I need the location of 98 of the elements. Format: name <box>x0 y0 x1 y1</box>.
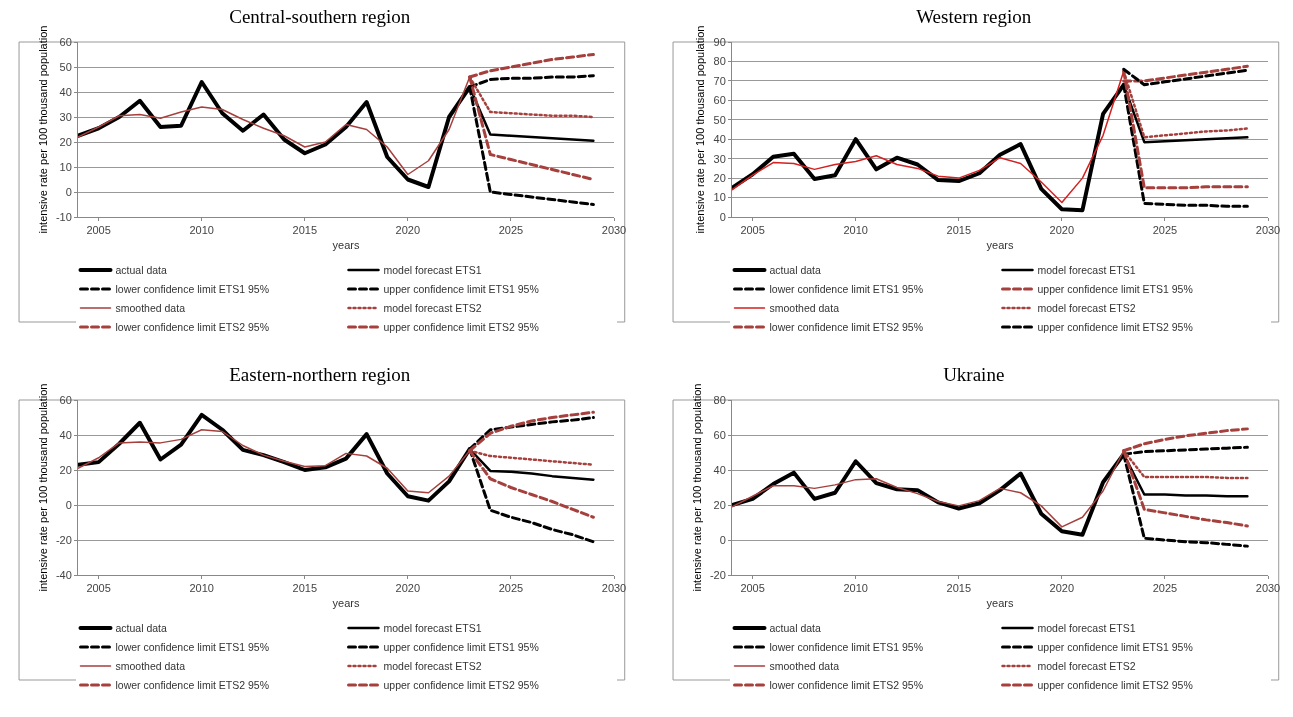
chart-title: Eastern-northern region <box>229 363 411 385</box>
legend-label: model forecast ETS2 <box>383 660 482 673</box>
legend-label: smoothed data <box>769 302 839 315</box>
x-tick-label: 2015 <box>292 582 318 595</box>
legend-label: model forecast ETS1 <box>383 622 482 635</box>
y-tick-label: 20 <box>59 463 72 476</box>
x-tick-label: 2010 <box>842 224 868 237</box>
y-tick-label: 70 <box>713 74 726 87</box>
legend-label: model forecast ETS2 <box>1037 302 1136 315</box>
legend-label: lower confidence limit ETS2 95% <box>115 321 269 334</box>
y-tick-label: 20 <box>59 135 72 148</box>
y-tick-label: 10 <box>59 160 72 173</box>
y-tick-label: 60 <box>713 428 726 441</box>
x-tick-label: 2005 <box>739 224 765 237</box>
x-axis-title: years <box>332 597 360 610</box>
y-tick-label: 20 <box>713 498 726 511</box>
y-tick-label: 0 <box>719 210 726 223</box>
x-tick-label: 2015 <box>946 582 971 595</box>
legend-label: upper confidence limit ETS1 95% <box>383 641 539 654</box>
x-tick-label: 2025 <box>498 224 524 237</box>
legend-label: actual data <box>115 622 168 635</box>
y-tick-label: 80 <box>713 55 726 68</box>
y-tick-label: -10 <box>55 210 72 223</box>
legend-label: actual data <box>115 264 168 277</box>
legend-label: actual data <box>769 264 821 277</box>
legend-label: lower confidence limit ETS2 95% <box>769 321 923 334</box>
x-tick-label: 2025 <box>1152 582 1177 595</box>
y-tick-label: 60 <box>59 393 72 406</box>
y-tick-label: 0 <box>719 533 726 546</box>
y-tick-label: 0 <box>65 185 72 198</box>
y-tick-label: 60 <box>713 94 726 107</box>
x-tick-label: 2015 <box>292 224 318 237</box>
legend-label: lower confidence limit ETS1 95% <box>115 283 269 296</box>
y-axis-title: intensive rate per 100 thousand population <box>36 25 49 234</box>
y-axis-title: intensive rate per 100 thousand population <box>36 383 49 592</box>
y-tick-label: -20 <box>709 568 726 581</box>
x-axis-title: years <box>986 597 1014 610</box>
x-tick-label: 2010 <box>189 582 214 595</box>
x-tick-label: 2020 <box>1049 224 1074 237</box>
y-tick-label: 80 <box>713 393 726 406</box>
x-tick-label: 2005 <box>739 582 765 595</box>
legend-label: upper confidence limit ETS1 95% <box>383 283 539 296</box>
y-tick-label: 50 <box>713 113 726 126</box>
y-tick-label: 0 <box>65 498 72 511</box>
y-tick-label: -20 <box>55 533 72 546</box>
y-tick-label: -40 <box>55 568 72 581</box>
legend-label: model forecast ETS1 <box>383 264 482 277</box>
y-tick-label: 40 <box>713 463 726 476</box>
legend-label: upper confidence limit ETS1 95% <box>1037 283 1193 296</box>
y-tick-label: 40 <box>59 85 72 98</box>
legend-label: upper confidence limit ETS2 95% <box>383 679 539 692</box>
legend-label: upper confidence limit ETS2 95% <box>1037 321 1193 334</box>
x-tick-label: 2025 <box>498 582 524 595</box>
x-tick-label: 2010 <box>189 224 214 237</box>
legend-label: actual data <box>769 622 821 635</box>
x-tick-label: 2020 <box>395 582 421 595</box>
legend-label: lower confidence limit ETS2 95% <box>769 679 923 692</box>
x-tick-label: 2030 <box>1255 224 1280 237</box>
legend-label: smoothed data <box>769 660 839 673</box>
legend-label: model forecast ETS2 <box>1037 660 1136 673</box>
legend-label: model forecast ETS1 <box>1037 622 1136 635</box>
legend-label: model forecast ETS2 <box>383 302 482 315</box>
y-tick-label: 20 <box>713 171 726 184</box>
legend-label: lower confidence limit ETS2 95% <box>115 679 269 692</box>
y-tick-label: 10 <box>713 191 726 204</box>
legend-label: lower confidence limit ETS1 95% <box>769 283 923 296</box>
x-axis-title: years <box>986 239 1014 252</box>
y-tick-label: 50 <box>59 60 72 73</box>
x-tick-label: 2030 <box>1255 582 1280 595</box>
legend-label: upper confidence limit ETS2 95% <box>1037 679 1193 692</box>
legend-label: lower confidence limit ETS1 95% <box>769 641 923 654</box>
x-tick-label: 2030 <box>601 224 627 237</box>
x-tick-label: 2030 <box>601 582 627 595</box>
x-tick-label: 2005 <box>86 582 111 595</box>
x-tick-label: 2010 <box>842 582 868 595</box>
legend-label: upper confidence limit ETS2 95% <box>383 321 539 334</box>
y-tick-label: 30 <box>713 152 726 165</box>
chart-title: Central-southern region <box>229 5 411 27</box>
x-tick-label: 2005 <box>86 224 111 237</box>
y-tick-label: 30 <box>59 110 72 123</box>
y-tick-label: 40 <box>713 133 726 146</box>
x-axis-title: years <box>332 239 360 252</box>
x-tick-label: 2020 <box>1049 582 1074 595</box>
chart-title: Western region <box>915 5 1032 27</box>
y-tick-label: 90 <box>713 35 726 48</box>
legend-label: smoothed data <box>115 660 186 673</box>
x-tick-label: 2025 <box>1152 224 1177 237</box>
y-axis-title: intensive rate per 100 thousand population <box>693 25 706 234</box>
y-tick-label: 40 <box>59 428 72 441</box>
x-tick-label: 2020 <box>395 224 421 237</box>
y-tick-label: 60 <box>59 35 72 48</box>
legend-label: smoothed data <box>115 302 186 315</box>
x-tick-label: 2015 <box>946 224 971 237</box>
legend-label: lower confidence limit ETS1 95% <box>115 641 269 654</box>
y-axis-title: intensive rate per 100 thousand population <box>690 383 703 592</box>
legend-label: upper confidence limit ETS1 95% <box>1037 641 1193 654</box>
legend-label: model forecast ETS1 <box>1037 264 1136 277</box>
chart-title: Ukraine <box>942 363 1004 385</box>
